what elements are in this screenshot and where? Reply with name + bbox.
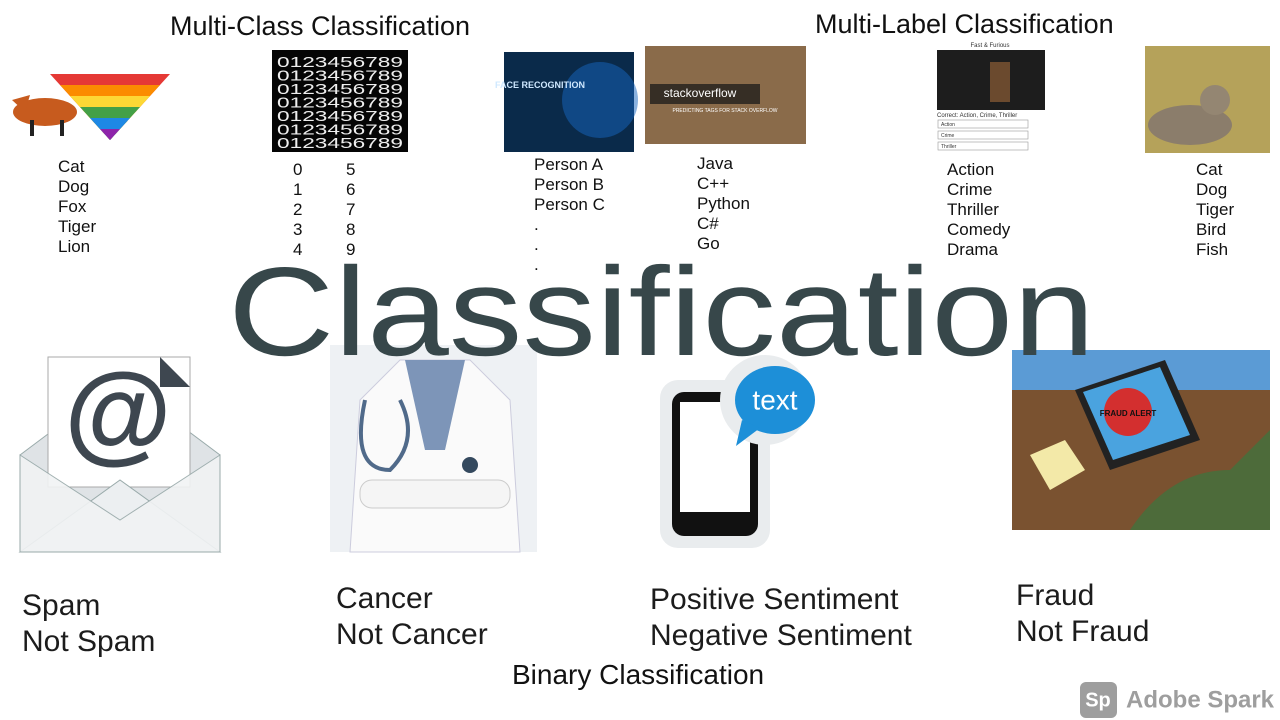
brand-logo-text: Sp — [1085, 689, 1111, 711]
envelope-icon: @ — [18, 351, 222, 553]
list-item: . — [534, 235, 539, 254]
list-item: C++ — [697, 174, 730, 193]
stack-subtext: PREDICTING TAGS FOR STACK OVERFLOW — [672, 108, 777, 114]
list-item: 6 — [346, 180, 356, 199]
list-item: Fox — [58, 197, 87, 216]
list-item: Cat — [58, 157, 85, 176]
digit-row: 0123456789 — [277, 135, 403, 152]
binary-fraud: Fraud Not Fraud — [1016, 578, 1149, 650]
digit-row: 0123456789 — [277, 81, 403, 98]
digit-row: 0123456789 — [277, 108, 403, 125]
list-item: Not Fraud — [1016, 615, 1150, 648]
list-item: Tiger — [58, 217, 97, 236]
digit-row: 0123456789 — [277, 68, 403, 85]
list-item: 9 — [346, 240, 356, 259]
digit-row: 0123456789 — [277, 54, 403, 71]
list-item: Dog — [1196, 180, 1228, 199]
multi-class-title: Multi-Class Classification — [170, 11, 471, 41]
list-item: 3 — [293, 220, 303, 239]
brand-logo — [1080, 682, 1117, 718]
stack-banner — [650, 84, 760, 104]
list-item: Cancer — [336, 582, 433, 615]
list-item: Negative Sentiment — [650, 619, 912, 652]
list-item: Person A — [534, 155, 603, 174]
list-item: Bird — [1196, 220, 1227, 239]
list-item: 7 — [346, 200, 356, 219]
list-item: Fraud — [1016, 579, 1095, 612]
person-list: Person A Person B Person C... — [534, 155, 605, 275]
list-item: Not Cancer — [336, 618, 488, 651]
option-box — [937, 119, 1029, 129]
doctor-image — [330, 345, 537, 553]
list-item: 1 — [293, 180, 303, 199]
option-label: Crime — [941, 133, 955, 139]
list-item: 4 — [293, 240, 303, 259]
option-label: Thriller — [941, 144, 957, 150]
list-item: Positive Sentiment — [650, 583, 899, 616]
stack-text: stackoverflow — [664, 86, 737, 100]
list-item: Java — [697, 154, 733, 173]
list-item: Fish — [1196, 240, 1229, 259]
list-item: Person B — [534, 175, 604, 194]
bubble-text: text — [752, 384, 797, 415]
fraud-image: FRAUD ALERT — [1012, 350, 1270, 530]
list-item: Dog — [58, 177, 90, 196]
brand-name: Adobe Spark — [1126, 686, 1275, 713]
movie-correct: Correct: Action, Crime, Thriller — [937, 113, 1017, 119]
multi-label-title: Multi-Label Classification — [815, 9, 1114, 39]
cat-body — [1148, 105, 1232, 145]
list-item: Spam — [22, 589, 101, 622]
digit-row: 0123456789 — [277, 122, 403, 139]
list-item: Lion — [58, 237, 91, 256]
digit-row: 0123456789 — [277, 95, 403, 112]
list-item: Python — [697, 194, 750, 213]
list-item: 5 — [346, 160, 356, 179]
list-item: Not Spam — [22, 625, 156, 658]
list-item: Crime — [947, 180, 993, 199]
list-item: Cat — [1196, 160, 1223, 179]
pyramid-image — [12, 74, 170, 140]
binary-spam: Spam Not Spam — [22, 588, 155, 660]
face-shape — [562, 62, 638, 138]
list-item: . — [534, 255, 539, 274]
svg-text:@: @ — [64, 351, 171, 474]
digits-image — [272, 50, 408, 152]
animal-list: Cat Dog Fox Tiger Lion — [58, 157, 96, 257]
tag-list: Java C++ Python C# Go — [697, 154, 750, 254]
list-item: Go — [697, 234, 720, 253]
phone-icon: text — [660, 355, 815, 548]
cat-head — [1200, 85, 1230, 115]
movie-options: Action Crime Thriller — [937, 119, 1029, 151]
option-box — [937, 141, 1029, 151]
binary-sentiment: Positive Sentiment Negative Sentiment — [650, 582, 912, 654]
digit-rows: 0123456789012345678901234567890123456789… — [277, 54, 403, 152]
list-item: . — [534, 215, 539, 234]
list-item: 0 — [293, 160, 303, 179]
binary-cancer: Cancer Not Cancer — [336, 581, 488, 653]
list-item: Thriller — [947, 200, 999, 219]
list-item: Action — [947, 160, 995, 179]
face-text: FACE RECOGNITION — [495, 80, 585, 90]
movie-figure — [990, 62, 1010, 102]
list-item: Comedy — [947, 220, 1011, 239]
fraud-text: FRAUD ALERT — [1100, 409, 1157, 418]
movie-title: Fast & Furious — [970, 43, 1009, 49]
main-title: Classification — [228, 241, 1095, 382]
footer-title: Binary Classification — [512, 659, 765, 690]
animal-multi-list: Cat Dog Tiger Bird Fish — [1196, 160, 1234, 260]
list-item: Drama — [947, 240, 999, 259]
option-box — [937, 130, 1029, 140]
genre-list: Action Crime Thriller Comedy Drama — [947, 160, 1010, 260]
list-item: Tiger — [1196, 200, 1235, 219]
list-item: 8 — [346, 220, 356, 239]
option-label: Action — [941, 122, 955, 128]
list-item: 2 — [293, 200, 303, 219]
list-item: Person C — [534, 195, 605, 214]
list-item: C# — [697, 214, 719, 233]
